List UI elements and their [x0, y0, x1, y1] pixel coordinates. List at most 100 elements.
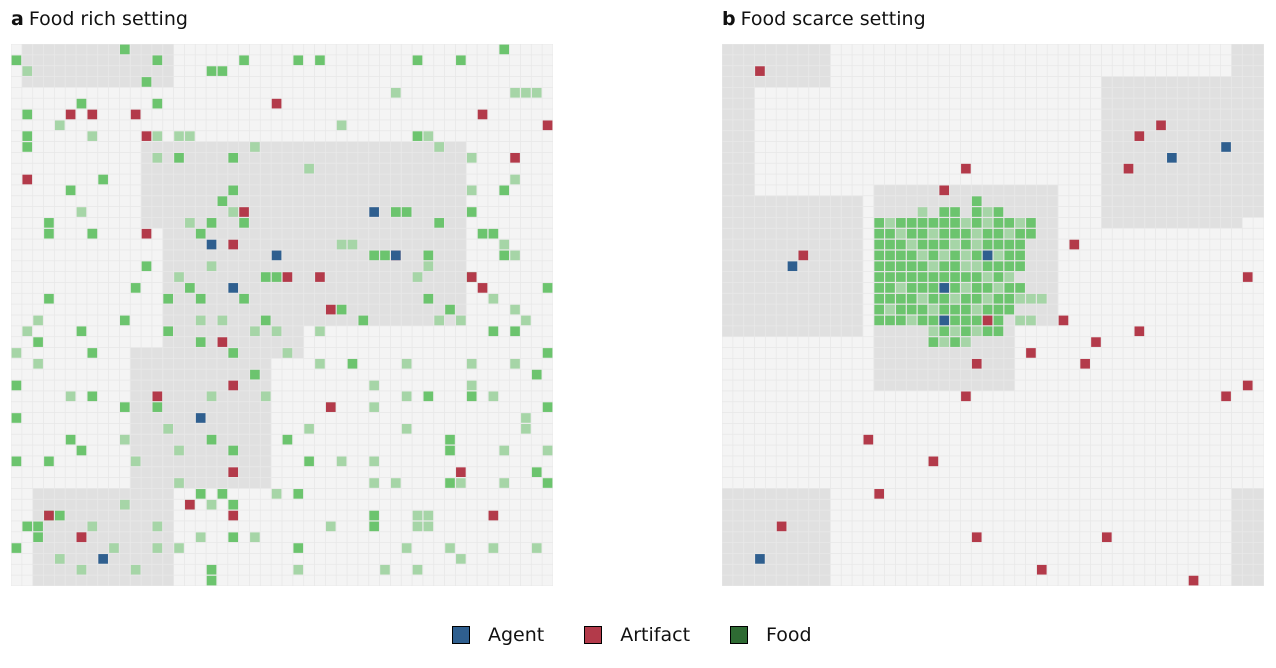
- food-cell: [11, 456, 22, 467]
- food-cell: [260, 391, 271, 402]
- food-cell: [260, 272, 271, 282]
- food-cell: [185, 283, 195, 293]
- food-cell: [195, 532, 206, 543]
- food-cell: [44, 228, 54, 239]
- artifact-cell: [477, 283, 488, 293]
- food-cell: [423, 261, 434, 272]
- artifact-cell: [141, 131, 152, 141]
- food-cell: [950, 261, 960, 272]
- food-cell: [412, 510, 423, 521]
- food-cell: [1015, 228, 1025, 239]
- food-cell: [1026, 315, 1036, 326]
- food-cell: [163, 424, 173, 434]
- food-cell: [217, 315, 228, 326]
- food-cell: [412, 131, 423, 141]
- artifact-cell: [325, 402, 336, 412]
- artifact-cell: [1123, 163, 1134, 174]
- artifact-cell: [477, 109, 488, 120]
- food-cell: [939, 228, 950, 239]
- food-cell: [1004, 272, 1015, 282]
- food-cell: [412, 272, 423, 282]
- artifact-cell: [282, 272, 293, 282]
- food-cell: [917, 207, 928, 217]
- food-cell: [120, 315, 130, 326]
- food-cell: [885, 218, 895, 228]
- food-cell: [44, 293, 54, 304]
- food-cell: [874, 250, 884, 261]
- agent-cell: [939, 283, 950, 293]
- territory-region: [32, 488, 174, 586]
- food-cell: [271, 489, 282, 499]
- artifact-cell: [141, 228, 152, 239]
- food-cell: [466, 380, 477, 391]
- artifact-cell: [1242, 380, 1253, 391]
- food-cell: [499, 239, 510, 250]
- food-cell: [488, 293, 499, 304]
- food-cell: [982, 239, 993, 250]
- food-cell: [325, 521, 336, 532]
- food-cell: [993, 250, 1004, 261]
- artifact-cell: [542, 120, 553, 131]
- food-cell: [896, 293, 906, 304]
- food-cell: [76, 98, 87, 109]
- food-cell: [961, 228, 971, 239]
- food-cell: [152, 131, 163, 141]
- food-cell: [885, 315, 895, 326]
- food-cell: [11, 380, 22, 391]
- food-cell: [971, 315, 982, 326]
- food-cell: [1026, 228, 1036, 239]
- agent-cell: [206, 239, 217, 250]
- food-cell: [477, 228, 488, 239]
- food-cell: [445, 445, 455, 456]
- food-cell: [961, 304, 971, 315]
- food-cell: [874, 218, 884, 228]
- legend-label-agent: Agent: [488, 624, 545, 646]
- food-cell: [44, 218, 54, 228]
- food-cell: [542, 445, 553, 456]
- food-cell: [271, 272, 282, 282]
- food-cell: [109, 543, 119, 553]
- food-cell: [885, 283, 895, 293]
- food-cell: [98, 174, 108, 185]
- food-cell: [195, 337, 206, 347]
- food-cell: [971, 207, 982, 217]
- food-cell: [217, 66, 228, 76]
- food-cell: [466, 207, 477, 217]
- panel-title-text: Food rich setting: [28, 8, 188, 30]
- food-cell: [11, 413, 22, 423]
- food-cell: [250, 142, 260, 152]
- food-cell: [950, 283, 960, 293]
- food-cell: [456, 554, 466, 564]
- food-cell: [1004, 218, 1015, 228]
- food-cell: [206, 66, 217, 76]
- food-cell: [939, 326, 950, 337]
- agent-cell: [982, 250, 993, 261]
- food-cell: [22, 66, 33, 76]
- food-cell: [423, 391, 434, 402]
- food-cell: [896, 272, 906, 282]
- food-cell: [1004, 239, 1015, 250]
- food-cell: [369, 478, 379, 488]
- artifact-cell: [1134, 131, 1145, 141]
- legend-swatch-agent: [452, 626, 470, 644]
- food-cell: [917, 218, 928, 228]
- artifact-cell: [87, 109, 98, 120]
- food-cell: [950, 218, 960, 228]
- artifact-cell: [488, 510, 499, 521]
- artifact-cell: [961, 391, 971, 402]
- food-cell: [928, 315, 939, 326]
- food-cell: [130, 283, 141, 293]
- artifact-cell: [44, 510, 54, 521]
- agent-cell: [787, 261, 798, 272]
- food-cell: [971, 228, 982, 239]
- food-cell: [1004, 283, 1015, 293]
- food-cell: [971, 250, 982, 261]
- food-cell: [982, 326, 993, 337]
- food-cell: [152, 153, 163, 163]
- food-cell: [542, 402, 553, 412]
- food-cell: [939, 272, 950, 282]
- food-cell: [488, 543, 499, 553]
- food-cell: [1026, 218, 1036, 228]
- food-cell: [391, 478, 401, 488]
- food-cell: [896, 250, 906, 261]
